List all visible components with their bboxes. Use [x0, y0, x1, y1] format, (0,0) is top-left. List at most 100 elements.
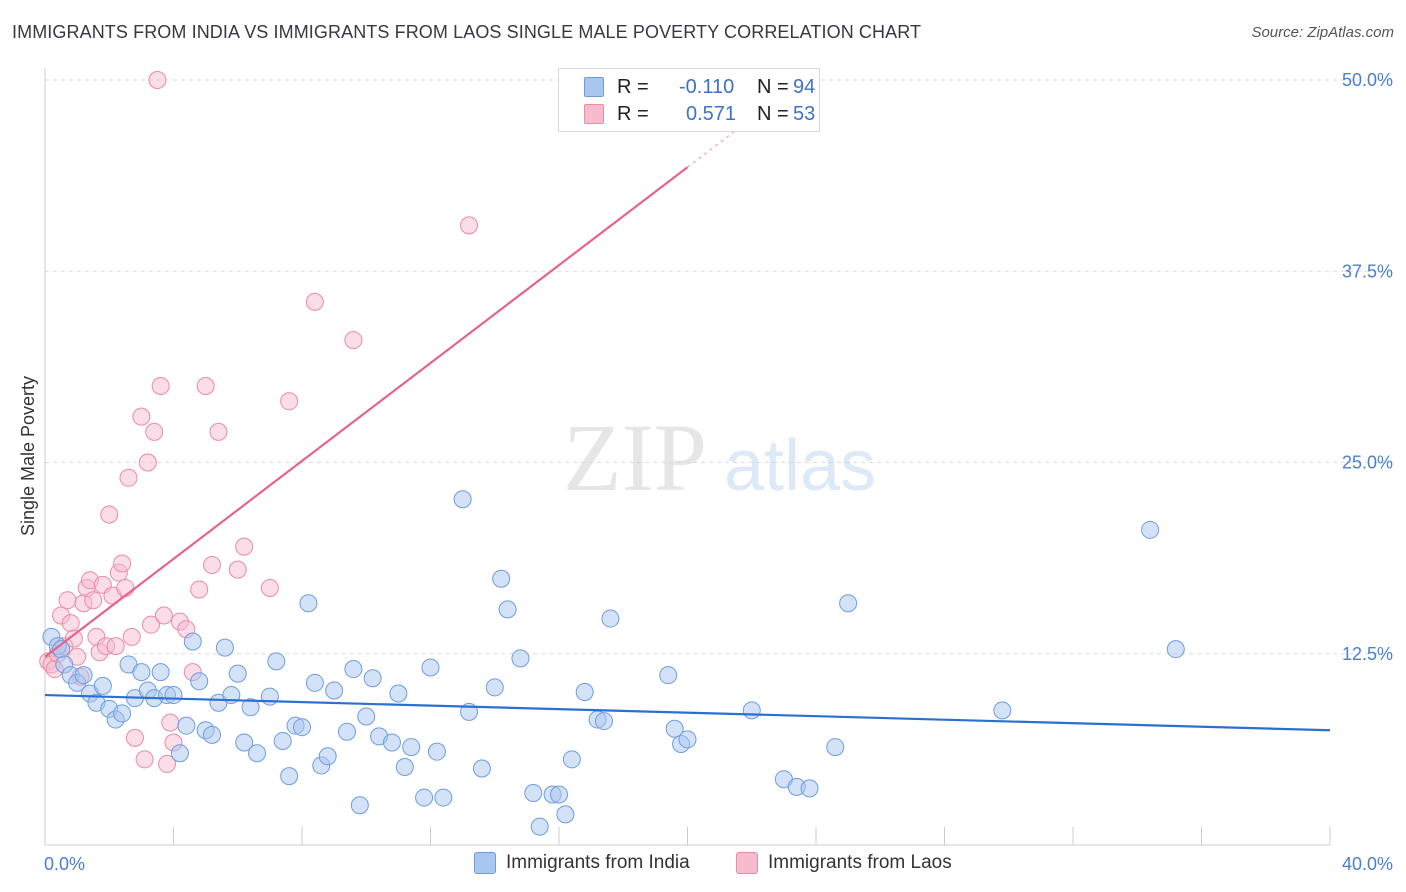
x-tick-label: 40.0%	[1342, 854, 1393, 874]
india-point	[273, 731, 292, 750]
india-point	[562, 750, 581, 769]
x-tick-label: 0.0%	[44, 854, 85, 874]
india-point	[665, 719, 684, 738]
india-point	[742, 701, 761, 720]
laos-point	[132, 407, 151, 426]
india-point	[575, 683, 594, 701]
india-point	[267, 652, 286, 671]
correlation-legend: R = -0.110 N = 94 R = 0.571 N = 53	[558, 68, 820, 132]
india-point	[305, 673, 324, 692]
india-point	[215, 638, 234, 657]
india-point	[337, 722, 356, 741]
tick-labels: 12.5% 25.0% 37.5% 50.0% 0.0% 40.0%	[44, 70, 1393, 874]
chart-source: Source: ZipAtlas.com	[1251, 24, 1394, 41]
india-point	[839, 594, 858, 613]
legend-n-label: N =	[757, 75, 789, 98]
india-point	[113, 704, 132, 723]
laos-points	[39, 71, 479, 773]
india-point	[151, 663, 170, 682]
india-point	[318, 747, 337, 766]
india-point	[421, 658, 440, 677]
india-point	[556, 805, 575, 824]
india-point	[241, 698, 260, 717]
india-point	[132, 663, 151, 682]
india-point	[203, 725, 222, 744]
laos-point	[58, 591, 77, 610]
india-point	[177, 716, 196, 735]
india-point	[485, 678, 504, 697]
laos-point	[203, 556, 222, 575]
chart-title: IMMIGRANTS FROM INDIA VS IMMIGRANTS FROM…	[12, 22, 922, 42]
bottom-legend-india: Immigrants from India	[474, 852, 690, 874]
laos-point	[235, 537, 254, 556]
laos-point	[61, 614, 80, 633]
laos-point	[260, 578, 279, 597]
laos-point	[158, 754, 177, 773]
legend-n-label: N =	[757, 102, 789, 125]
india-point	[235, 733, 254, 752]
laos-point	[145, 422, 164, 441]
india-point	[363, 669, 382, 688]
india-point	[800, 779, 819, 798]
india-point	[395, 757, 414, 776]
india-point	[299, 594, 318, 613]
grid-lines	[45, 79, 1392, 655]
india-point	[594, 712, 613, 731]
india-point	[550, 785, 568, 804]
laos-point	[64, 629, 83, 648]
india-point	[350, 796, 369, 815]
india-point	[601, 609, 620, 628]
laos-point	[122, 627, 141, 646]
india-point	[93, 676, 112, 695]
india-point	[402, 738, 421, 757]
laos-point	[125, 728, 144, 747]
india-point	[74, 666, 93, 685]
legend-r-label: R =	[617, 75, 649, 98]
india-point	[357, 707, 376, 726]
laos-point	[305, 292, 324, 311]
india-point	[164, 686, 183, 705]
india-point	[993, 701, 1012, 720]
india-point	[228, 664, 247, 683]
y-tick-label: 50.0%	[1342, 70, 1393, 90]
laos-point	[106, 637, 125, 656]
laos-point	[138, 453, 157, 472]
legend-swatch-india	[584, 77, 604, 97]
laos-point	[209, 422, 228, 441]
india-point	[530, 817, 549, 836]
india-point	[498, 600, 517, 619]
laos-point	[84, 591, 103, 610]
trend-lines	[44, 117, 1331, 732]
india-points	[42, 490, 1185, 836]
bottom-legend-label-laos: Immigrants from Laos	[768, 852, 952, 873]
bottom-legend-laos: Immigrants from Laos	[736, 852, 952, 874]
legend-swatch-laos	[584, 104, 604, 124]
legend-r-value: 0.571	[686, 102, 737, 125]
laos-point	[161, 713, 180, 732]
watermark-atlas: atlas	[724, 426, 876, 506]
laos-point	[119, 468, 138, 487]
india-point	[280, 767, 299, 786]
laos-point	[148, 71, 167, 89]
india-point	[427, 742, 446, 761]
legend-n-value: 53	[793, 102, 816, 125]
india-point	[183, 632, 202, 651]
laos-point	[228, 560, 247, 579]
laos-point	[116, 578, 135, 597]
y-tick-label: 25.0%	[1342, 453, 1393, 473]
india-point	[434, 788, 453, 807]
legend-r-value: -0.110	[679, 75, 735, 98]
bottom-legend-swatch-laos	[736, 852, 758, 874]
india-point	[260, 687, 279, 706]
laos-point	[142, 615, 161, 634]
india-trend-line	[44, 693, 1331, 732]
india-point	[1141, 520, 1160, 539]
india-point	[453, 490, 472, 509]
laos-point	[135, 750, 154, 769]
india-point	[678, 730, 697, 749]
axes	[44, 68, 1331, 846]
watermark-zip: ZIP	[563, 404, 707, 511]
india-point	[415, 788, 434, 807]
india-point	[248, 744, 267, 763]
